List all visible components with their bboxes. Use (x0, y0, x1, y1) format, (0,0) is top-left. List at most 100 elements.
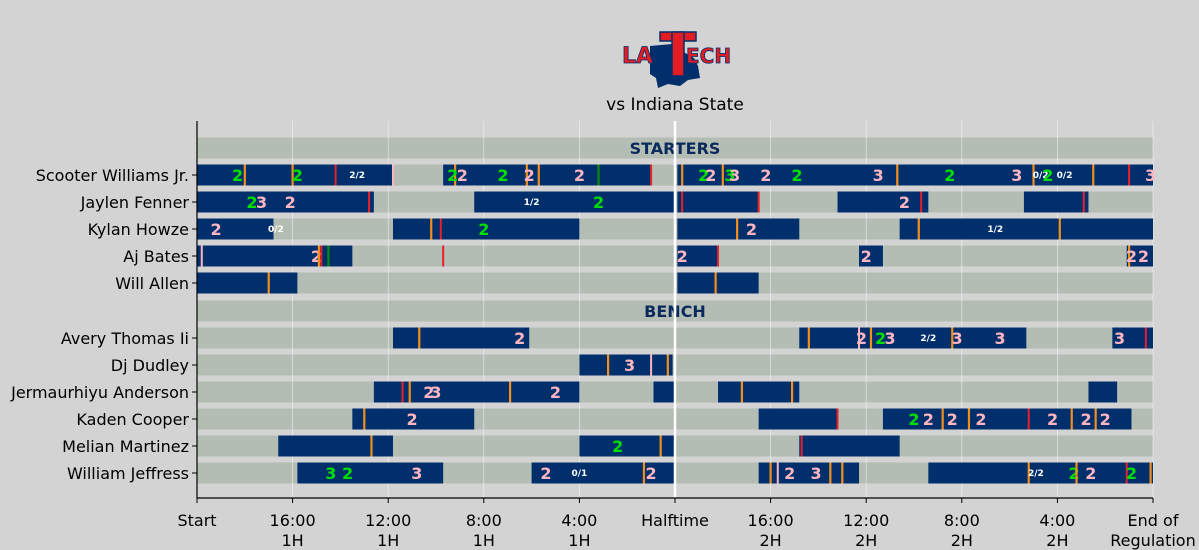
made-shot-label: 2 (875, 329, 886, 348)
missed-shot-label: 3 (994, 329, 1005, 348)
x-tick-label: 12:00 (843, 511, 889, 530)
stint-bar (531, 462, 675, 484)
stint-bar (1112, 327, 1153, 349)
missed-shot-label: 2 (1138, 247, 1149, 266)
stint-bar (392, 218, 580, 240)
stint-bar (758, 408, 838, 430)
missed-shot-label: 3 (624, 356, 635, 375)
free-throw-label: 0/2 (1033, 171, 1049, 181)
free-throw-label: 2/2 (349, 171, 365, 181)
missed-shot-label: 2 (311, 247, 322, 266)
missed-shot-label: 3 (430, 383, 441, 402)
missed-shot-label: 2 (550, 383, 561, 402)
missed-shot-label: 2 (861, 247, 872, 266)
free-throw-label: 0/2 (268, 225, 284, 235)
missed-shot-label: 2 (947, 410, 958, 429)
missed-shot-label: 3 (885, 329, 896, 348)
la-tech-logo: LA ECH (622, 31, 731, 88)
player-name-label: Jermaurhiyu Anderson (10, 383, 189, 402)
x-tick-sublabel: 2H (855, 531, 877, 550)
missed-shot-label: 2 (705, 166, 716, 185)
missed-shot-label: 2 (524, 166, 535, 185)
player-name-label: Scooter Williams Jr. (36, 166, 189, 185)
stint-bar (197, 272, 298, 294)
stint-bar (677, 191, 759, 213)
free-throw-label: 2/2 (920, 334, 936, 344)
missed-shot-label: 3 (951, 329, 962, 348)
player-name-label: Avery Thomas Ii (61, 329, 189, 348)
missed-shot-label: 2 (923, 410, 934, 429)
stint-bar (352, 408, 475, 430)
stint-bar (197, 191, 374, 213)
x-tick-label: 4:00 (561, 511, 597, 530)
stint-bar (758, 462, 860, 484)
missed-shot-label: 2 (975, 410, 986, 429)
made-shot-label: 2 (698, 166, 709, 185)
stint-bar (474, 191, 675, 213)
player-name-label: Kaden Cooper (76, 410, 189, 429)
missed-shot-label: 2 (784, 464, 795, 483)
made-shot-label: 2 (232, 166, 243, 185)
stint-bar (799, 327, 1027, 349)
x-tick-sublabel: 1H (377, 531, 399, 550)
x-tick-sublabel: 1H (281, 531, 303, 550)
stint-bar (882, 408, 1132, 430)
stint-bar (197, 164, 393, 186)
made-shot-label: 2 (342, 464, 353, 483)
player-name-label: Melian Martinez (62, 437, 189, 456)
x-tick-label: End of (1128, 511, 1179, 530)
missed-shot-label: 2 (285, 193, 296, 212)
made-shot-label: 3 (325, 464, 336, 483)
player-name-label: Dj Dudley (111, 356, 189, 375)
missed-shot-label: 3 (810, 464, 821, 483)
stint-bar (579, 354, 673, 376)
stint-bar (197, 218, 274, 240)
x-tick-sublabel: 1H (568, 531, 590, 550)
made-shot-label: 2 (1126, 464, 1137, 483)
stint-bar (579, 435, 675, 457)
missed-shot-label: 2 (760, 166, 771, 185)
stint-bar (653, 381, 675, 403)
x-tick-label: 16:00 (270, 511, 316, 530)
free-throw-label: 0/1 (571, 469, 587, 479)
stint-bar (799, 435, 900, 457)
stint-bar (1126, 245, 1153, 267)
stint-bar (1088, 381, 1118, 403)
missed-shot-label: 3 (256, 193, 267, 212)
player-name-label: William Jeffress (67, 464, 189, 483)
player-name-label: Jaylen Fenner (80, 193, 190, 212)
stint-bar (677, 218, 800, 240)
svg-text:LA: LA (622, 44, 653, 69)
made-shot-label: 2 (1069, 464, 1080, 483)
missed-shot-label: 2 (540, 464, 551, 483)
made-shot-label: 2 (478, 220, 489, 239)
stint-bar (278, 435, 393, 457)
stint-bar (297, 462, 444, 484)
made-shot-label: 2 (908, 410, 919, 429)
free-throw-label: 1/2 (987, 225, 1003, 235)
x-tick-sublabel: 2H (951, 531, 973, 550)
stint-bar (677, 272, 759, 294)
x-tick-sublabel: 2H (1046, 531, 1068, 550)
made-shot-label: 3 (724, 166, 735, 185)
missed-shot-label: 2 (423, 383, 434, 402)
stint-bar (373, 381, 580, 403)
stint-bar (718, 381, 800, 403)
made-shot-label: 2 (1042, 166, 1053, 185)
missed-shot-label: 2 (574, 166, 585, 185)
chart-subtitle: vs Indiana State (606, 95, 744, 115)
missed-shot-label: 3 (1145, 166, 1156, 185)
missed-shot-label: 2 (1100, 410, 1111, 429)
free-throw-label: 2/2 (1028, 469, 1044, 479)
missed-shot-label: 3 (411, 464, 422, 483)
x-tick-sublabel: 2H (759, 531, 781, 550)
missed-shot-label: 2 (677, 247, 688, 266)
x-tick-label: 4:00 (1039, 511, 1075, 530)
missed-shot-label: 3 (1114, 329, 1125, 348)
missed-shot-label: 2 (1047, 410, 1058, 429)
missed-shot-label: 2 (899, 193, 910, 212)
free-throw-label: 1/2 (524, 198, 540, 208)
made-shot-label: 2 (612, 437, 623, 456)
stint-bar (677, 245, 719, 267)
